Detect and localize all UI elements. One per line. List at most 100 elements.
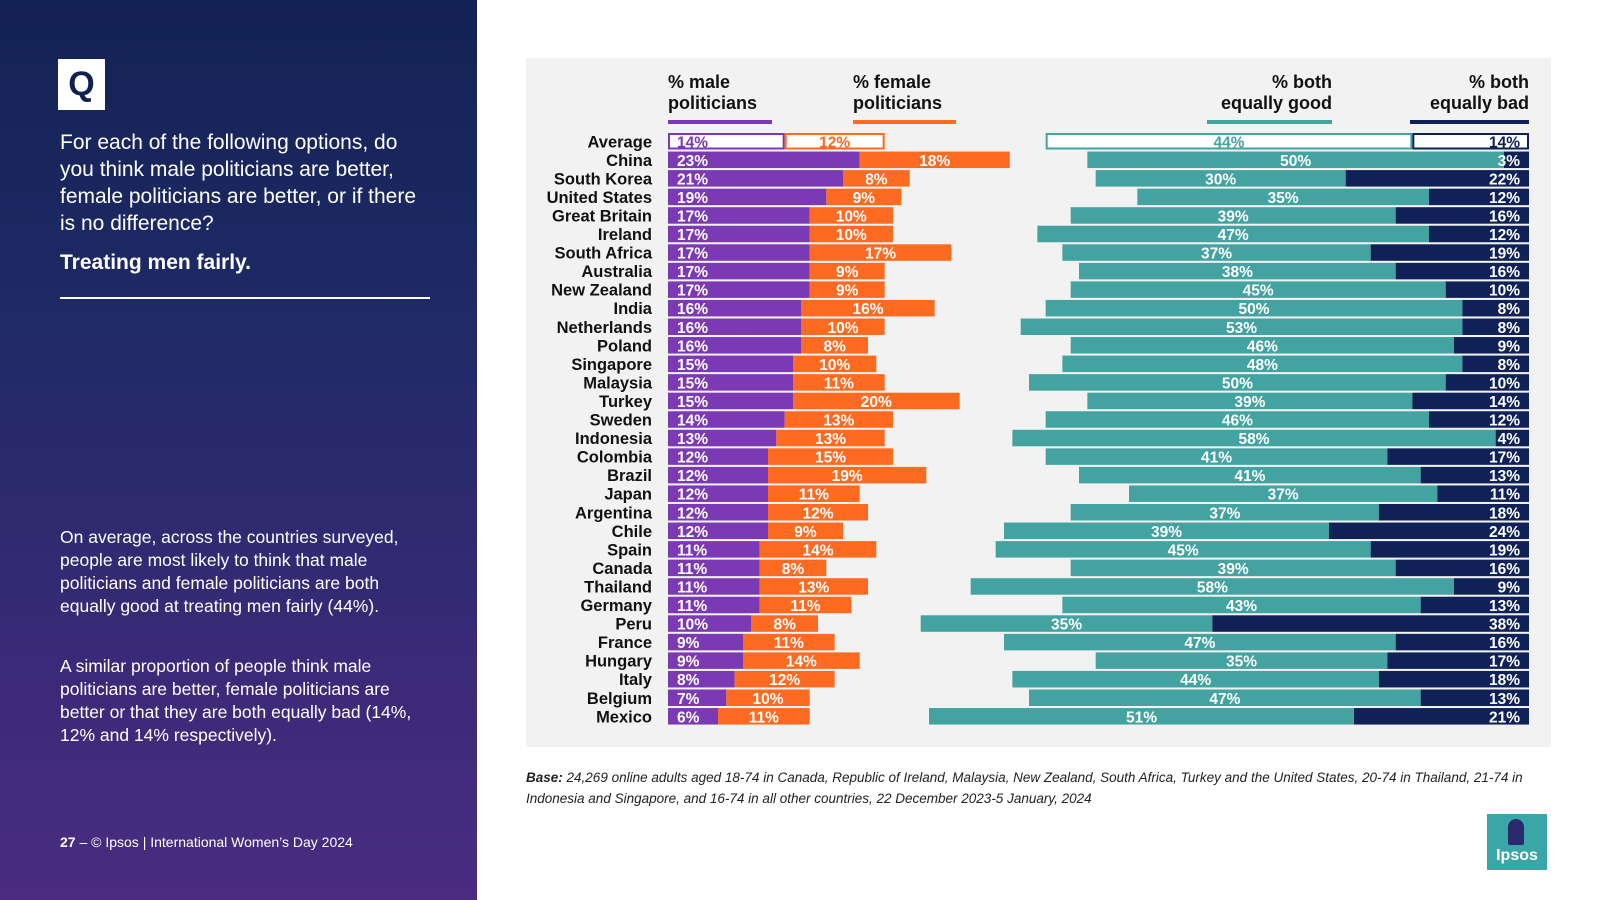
summary-paragraph-2: A similar proportion of people think mal… — [60, 656, 412, 745]
data-label-female-brazil: 19% — [832, 468, 863, 485]
bar-bad-japan — [1437, 485, 1529, 502]
ipsos-logo: Ipsos — [1487, 814, 1547, 870]
data-label-male-chile: 12% — [677, 524, 708, 541]
bar-good-china — [1087, 151, 1505, 169]
bar-female-south-korea — [842, 170, 910, 187]
data-label-female-sweden: 13% — [823, 413, 854, 430]
data-label-male-indonesia: 13% — [677, 431, 708, 448]
bar-bad-argentina — [1379, 504, 1529, 521]
bar-female-canada — [759, 559, 827, 577]
base-label: Base: — [526, 770, 563, 785]
bar-female-south-africa — [809, 244, 952, 261]
bar-good-japan — [1129, 485, 1438, 502]
category-label-argentina: Argentina — [575, 504, 653, 522]
bar-female-average — [784, 133, 885, 150]
data-label-bad-india: 8% — [1498, 301, 1521, 318]
data-label-male-argentina: 12% — [677, 505, 708, 522]
bar-good-peru — [920, 615, 1213, 632]
bar-good-south-korea — [1095, 170, 1346, 187]
bar-bad-poland — [1454, 337, 1529, 354]
bar-female-france — [742, 633, 835, 651]
bar-male-sweden — [668, 411, 785, 428]
data-label-good-new-zealand: 45% — [1243, 283, 1274, 300]
data-label-male-average: 14% — [677, 134, 708, 151]
bar-male-south-korea — [668, 170, 843, 187]
data-label-bad-canada: 16% — [1489, 561, 1520, 578]
bar-female-belgium — [726, 689, 810, 706]
header-good-line-2: equally good — [1221, 93, 1332, 113]
bar-female-hungary — [742, 652, 860, 669]
data-label-bad-united-states: 12% — [1489, 190, 1520, 207]
bar-good-spain — [995, 541, 1371, 558]
data-label-bad-peru: 38% — [1489, 617, 1520, 634]
header-good-line-1: % both — [1272, 72, 1332, 92]
data-label-male-brazil: 12% — [677, 468, 708, 485]
category-label-brazil: Brazil — [607, 467, 652, 485]
data-label-bad-indonesia: 4% — [1498, 431, 1521, 448]
bar-bad-india — [1462, 299, 1529, 317]
bar-male-great-britain — [668, 207, 810, 224]
bar-bad-south-africa — [1370, 244, 1529, 261]
data-label-good-turkey: 39% — [1234, 394, 1265, 411]
data-label-female-australia: 9% — [836, 264, 859, 281]
bar-good-mexico — [929, 708, 1355, 725]
data-label-bad-singapore: 8% — [1498, 357, 1521, 374]
data-label-bad-ireland: 12% — [1489, 227, 1520, 244]
data-label-male-ireland: 17% — [677, 227, 708, 244]
data-label-female-south-korea: 8% — [865, 171, 888, 188]
bar-bad-peru — [1212, 615, 1529, 632]
data-label-bad-netherlands: 8% — [1498, 320, 1521, 337]
data-label-good-indonesia: 58% — [1238, 431, 1269, 448]
data-label-bad-colombia: 17% — [1489, 450, 1520, 467]
bar-female-mexico — [717, 708, 810, 725]
data-label-female-india: 16% — [852, 301, 883, 318]
data-label-male-spain: 11% — [677, 542, 707, 559]
data-label-good-great-britain: 39% — [1218, 208, 1249, 225]
bar-male-spain — [668, 541, 760, 558]
bar-male-poland — [668, 337, 802, 354]
data-label-good-average: 44% — [1213, 134, 1244, 151]
data-label-good-australia: 38% — [1222, 264, 1253, 281]
data-label-male-japan: 12% — [677, 487, 708, 504]
data-label-good-thailand: 58% — [1197, 579, 1228, 596]
category-label-chile: Chile — [612, 523, 652, 541]
category-label-turkey: Turkey — [599, 393, 653, 411]
bar-male-turkey — [668, 392, 793, 410]
data-label-female-hungary: 14% — [786, 654, 817, 671]
data-label-bad-belgium: 13% — [1489, 691, 1520, 708]
header-male-underline — [668, 120, 772, 124]
bar-female-brazil — [767, 466, 927, 484]
bar-bad-malaysia — [1445, 374, 1529, 391]
bar-male-malaysia — [668, 374, 793, 391]
category-label-italy: Italy — [619, 671, 653, 689]
bar-good-average — [1045, 133, 1413, 150]
bar-good-brazil — [1079, 466, 1421, 484]
data-label-female-france: 11% — [774, 635, 804, 652]
data-label-male-germany: 11% — [677, 598, 707, 615]
data-label-female-italy: 12% — [769, 672, 800, 689]
bar-female-japan — [767, 485, 860, 502]
data-label-good-spain: 45% — [1168, 542, 1199, 559]
bar-bad-mexico — [1354, 708, 1529, 725]
data-label-bad-italy: 18% — [1489, 672, 1520, 689]
bar-female-sweden — [784, 411, 893, 428]
data-label-female-germany: 11% — [790, 598, 820, 615]
data-label-female-poland: 8% — [823, 338, 846, 355]
bar-male-peru — [668, 615, 752, 632]
category-label-france: France — [598, 634, 652, 652]
category-label-new-zealand: New Zealand — [551, 282, 652, 300]
bar-bad-thailand — [1454, 578, 1529, 595]
bar-bad-hungary — [1387, 652, 1529, 669]
bar-male-netherlands — [668, 318, 802, 335]
bar-good-chile — [1004, 522, 1330, 540]
data-label-good-italy: 44% — [1180, 672, 1211, 689]
bar-female-india — [801, 299, 935, 317]
data-label-bad-south-africa: 19% — [1489, 246, 1520, 263]
bar-male-india — [668, 299, 802, 317]
bar-female-netherlands — [801, 318, 885, 335]
bar-good-sweden — [1045, 411, 1430, 428]
bar-female-spain — [759, 541, 877, 558]
data-label-good-singapore: 48% — [1247, 357, 1278, 374]
data-label-male-sweden: 14% — [677, 413, 708, 430]
bar-bad-belgium — [1420, 689, 1529, 706]
